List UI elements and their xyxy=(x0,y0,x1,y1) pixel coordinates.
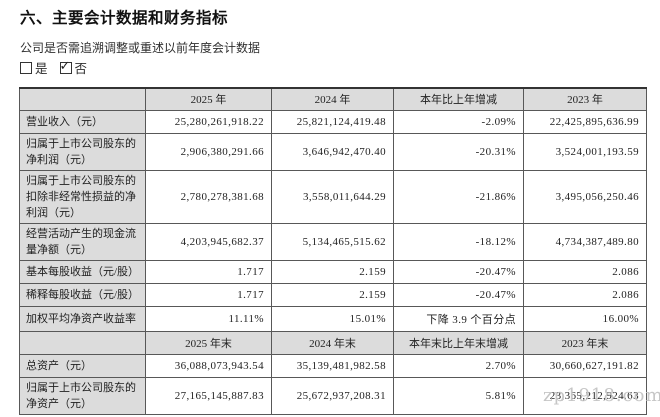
value-2024-cell: 35,139,481,982.58 xyxy=(271,353,394,378)
table-row: 归属于上市公司股东的 扣除非经常性损益的净 利润（元） 2,780,278,38… xyxy=(19,169,647,224)
metric-label-cell: 营业收入（元） xyxy=(19,109,146,134)
value-2025-cell: 25,280,261,918.22 xyxy=(145,109,272,134)
value-2024-cell: 2.159 xyxy=(271,282,394,307)
value-2023-cell: 2.086 xyxy=(523,282,647,307)
checkbox-unchecked-icon xyxy=(20,61,32,74)
change-cell: -20.47% xyxy=(393,259,524,284)
value-2025-cell: 4,203,945,682.37 xyxy=(145,222,272,261)
header-2023: 2023 年 xyxy=(523,87,647,111)
section-title: 六、主要会计数据和财务指标 xyxy=(20,10,229,27)
header-2025-end: 2025 年末 xyxy=(145,330,272,355)
annual-header-row: 2025 年 2024 年 本年比上年增减 2023 年 xyxy=(19,87,647,111)
value-2023-cell: 23,365,212,924.63 xyxy=(523,376,647,415)
value-2025-cell: 27,165,145,887.83 xyxy=(145,376,272,415)
table-row: 经营活动产生的现金流 量净额（元） 4,203,945,682.37 5,134… xyxy=(19,222,647,261)
value-2023-cell: 3,495,056,250.46 xyxy=(523,169,647,224)
financial-indicators-table: 2025 年 2024 年 本年比上年增减 2023 年 营业收入（元） 25,… xyxy=(19,87,647,415)
value-2023-cell: 2.086 xyxy=(523,259,647,284)
header-2025: 2025 年 xyxy=(145,87,272,111)
value-2024-cell: 25,821,124,419.48 xyxy=(271,109,394,134)
option-yes: 是 xyxy=(20,58,48,77)
value-2023-cell: 16.00% xyxy=(523,305,647,332)
checkbox-checked-icon xyxy=(59,59,72,74)
value-2023-cell: 22,425,895,636.99 xyxy=(523,109,647,134)
restatement-question: 公司是否需追溯调整或重述以前年度会计数据 xyxy=(20,41,261,55)
period-end-header-row: 2025 年末 2024 年末 本年末比上年末增减 2023 年末 xyxy=(19,330,647,355)
table-row: 加权平均净资产收益率 11.11% 15.01% 下降 3.9 个百分点 16.… xyxy=(19,305,647,332)
header-2024-end: 2024 年末 xyxy=(271,330,394,355)
change-cell: 下降 3.9 个百分点 xyxy=(393,305,524,332)
table-row: 总资产（元） 36,088,073,943.54 35,139,481,982.… xyxy=(19,353,647,378)
header-end-change: 本年末比上年末增减 xyxy=(393,330,524,355)
metric-label-cell: 归属于上市公司股东的 净资产（元） xyxy=(19,376,146,415)
value-2024-cell: 3,558,011,644.29 xyxy=(271,169,394,224)
value-2024-cell: 15.01% xyxy=(271,305,394,332)
metric-label-cell: 归属于上市公司股东的 净利润（元） xyxy=(19,132,146,171)
change-cell: -20.31% xyxy=(393,132,524,171)
metric-label-cell: 经营活动产生的现金流 量净额（元） xyxy=(19,222,146,261)
option-no-label: 否 xyxy=(74,62,88,76)
header-2023-end: 2023 年末 xyxy=(523,330,647,355)
change-cell: -18.12% xyxy=(393,222,524,261)
value-2025-cell: 1.717 xyxy=(145,282,272,307)
table-row: 归属于上市公司股东的 净资产（元） 27,165,145,887.83 25,6… xyxy=(19,376,647,415)
change-cell: -2.09% xyxy=(393,109,524,134)
corner-cell xyxy=(19,330,146,355)
value-2025-cell: 36,088,073,943.54 xyxy=(145,353,272,378)
table-row: 归属于上市公司股东的 净利润（元） 2,906,380,291.66 3,646… xyxy=(19,132,647,171)
option-no: 否 xyxy=(59,58,88,77)
metric-label-cell: 稀释每股收益（元/股） xyxy=(19,282,146,307)
metric-label-cell: 归属于上市公司股东的 扣除非经常性损益的净 利润（元） xyxy=(19,169,146,224)
table-row: 营业收入（元） 25,280,261,918.22 25,821,124,419… xyxy=(19,109,647,134)
corner-cell xyxy=(19,87,146,111)
change-cell: -21.86% xyxy=(393,169,524,224)
change-cell: -20.47% xyxy=(393,282,524,307)
table-row: 基本每股收益（元/股） 1.717 2.159 -20.47% 2.086 xyxy=(19,259,647,284)
value-2025-cell: 2,780,278,381.68 xyxy=(145,169,272,224)
metric-label-cell: 基本每股收益（元/股） xyxy=(19,259,146,284)
value-2024-cell: 3,646,942,470.40 xyxy=(271,132,394,171)
value-2023-cell: 3,524,001,193.59 xyxy=(523,132,647,171)
value-2024-cell: 2.159 xyxy=(271,259,394,284)
site-watermark: zp1918.com xyxy=(543,385,660,406)
restatement-options: 是 否 xyxy=(20,58,87,77)
value-2023-cell: 4,734,387,489.80 xyxy=(523,222,647,261)
value-2025-cell: 1.717 xyxy=(145,259,272,284)
header-yoy-change: 本年比上年增减 xyxy=(393,87,524,111)
metric-label-cell: 加权平均净资产收益率 xyxy=(19,305,146,332)
metric-label-cell: 总资产（元） xyxy=(19,353,146,378)
change-cell: 5.81% xyxy=(393,376,524,415)
table-row: 稀释每股收益（元/股） 1.717 2.159 -20.47% 2.086 xyxy=(19,282,647,307)
value-2025-cell: 2,906,380,291.66 xyxy=(145,132,272,171)
value-2024-cell: 5,134,465,515.62 xyxy=(271,222,394,261)
value-2023-cell: 30,660,627,191.82 xyxy=(523,353,647,378)
value-2024-cell: 25,672,937,208.31 xyxy=(271,376,394,415)
change-cell: 2.70% xyxy=(393,353,524,378)
header-2024: 2024 年 xyxy=(271,87,394,111)
value-2025-cell: 11.11% xyxy=(145,305,272,332)
option-yes-label: 是 xyxy=(35,62,48,76)
